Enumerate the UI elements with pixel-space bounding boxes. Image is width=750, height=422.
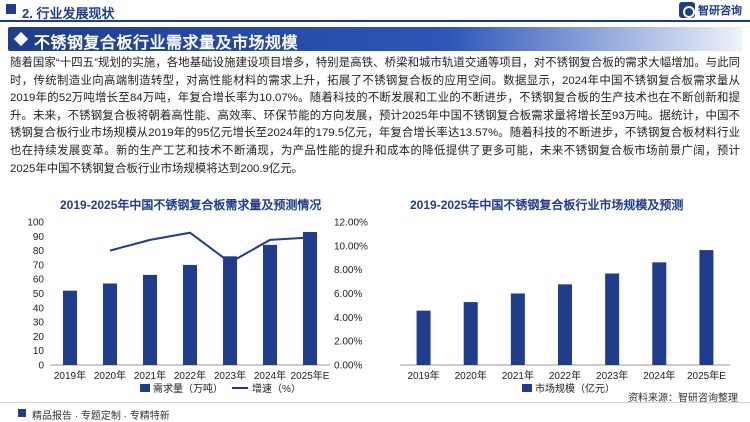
- market-size-bar: [463, 302, 478, 365]
- y-tick-label-left: 10: [33, 346, 45, 357]
- market-size-bar: [416, 310, 431, 365]
- x-tick-label: 2023年: [214, 369, 246, 382]
- legend-label-growth: 增速（%）: [252, 382, 301, 395]
- demand-bar: [103, 283, 117, 365]
- demand-bar: [263, 244, 277, 365]
- y-tick-label-left: 70: [33, 260, 45, 271]
- market-size-chart: 2019年 2020年 2021年 2022年 2023年 2024年 2025年E 市场规模…: [400, 250, 730, 395]
- x-tick-label: 2020年: [455, 369, 487, 382]
- legend-swatch-bar: [522, 384, 532, 392]
- x-tick-label: 2025年E: [291, 369, 330, 382]
- y-tick-label-right: 0.00%: [334, 361, 362, 372]
- legend-swatch-bar: [140, 384, 150, 392]
- demand-bar: [303, 232, 317, 365]
- y-tick-label-right: 8.00%: [334, 265, 362, 276]
- market-size-bar: [652, 262, 667, 365]
- y-tick-label-right: 6.00%: [334, 289, 362, 300]
- brand-logo: 智研咨询: [679, 2, 742, 18]
- growth-rate-line: [109, 231, 311, 264]
- x-tick-label: 2024年: [254, 369, 286, 382]
- legend-label-market-size: 市场规模（亿元）: [535, 382, 615, 395]
- y-tick-label-right: 12.00%: [334, 218, 368, 229]
- footer-marker-icon: [18, 409, 26, 417]
- title-bar: 不锈钢复合板行业需求量及市场规模: [8, 27, 742, 52]
- y-tick-label-right: 2.00%: [334, 337, 362, 348]
- y-tick-label-right: 4.00%: [334, 313, 362, 324]
- demand-bar: [183, 264, 197, 365]
- top-header: 2. 行业发展现状 智研咨询: [0, 0, 750, 22]
- x-tick-label: 2025年E: [687, 369, 726, 382]
- market-size-bar: [605, 273, 620, 365]
- x-tick-label: 2021年: [134, 369, 166, 382]
- market-size-bar: [510, 293, 525, 365]
- demand-bar: [143, 274, 157, 365]
- demand-bar: [223, 256, 237, 365]
- brand-logo-icon: [679, 2, 695, 18]
- brand-logo-text: 智研咨询: [698, 5, 742, 17]
- market-size-bar: [558, 284, 572, 365]
- market-size-bar: [699, 250, 714, 365]
- y-tick-label-left: 80: [33, 246, 45, 257]
- y-tick-label-left: 30: [33, 318, 45, 329]
- footer: 精品报告 · 专题定制 · 专精特新 资料来源：智研咨询整理: [0, 393, 750, 422]
- y-tick-label-left: 40: [33, 303, 45, 314]
- footer-tagline: 精品报告 · 专题定制 · 专精特新: [32, 411, 170, 422]
- y-tick-label-left: 60: [33, 275, 45, 286]
- x-tick-label: 2019年: [54, 369, 86, 382]
- demand-bar: [63, 290, 77, 365]
- legend-label-demand: 需求量（万吨）: [153, 382, 223, 395]
- y-tick-label-left: 50: [33, 289, 45, 300]
- y-tick-label-left: 0: [38, 361, 44, 372]
- section-marker-icon: [6, 4, 16, 14]
- x-tick-label: 2019年: [407, 369, 439, 382]
- x-tick-label: 2024年: [643, 369, 675, 382]
- data-source: 资料来源：智研咨询整理: [628, 393, 738, 404]
- x-tick-label: 2022年: [549, 369, 581, 382]
- diamond-icon: [13, 31, 29, 47]
- demand-chart: 0 10 20 30 40 50 60 70 80 90 100 0.00% 2.00% 4.00% 6.0…: [27, 218, 368, 396]
- x-tick-label: 2020年: [94, 369, 126, 382]
- page-title: 不锈钢复合板行业需求量及市场规模: [34, 35, 299, 52]
- section-label: 2. 行业发展现状: [22, 6, 115, 21]
- y-tick-label-right: 10.00%: [334, 241, 368, 252]
- y-tick-label-left: 90: [33, 232, 45, 243]
- chart2-title: 2019-2025年中国不锈钢复合板行业市场规模及预测: [410, 198, 684, 212]
- chart1-title: 2019-2025年中国不锈钢复合板需求量及预测情况: [60, 198, 322, 212]
- y-tick-label-left: 20: [33, 332, 45, 343]
- x-tick-label: 2021年: [502, 369, 534, 382]
- y-tick-label-left: 100: [27, 218, 44, 229]
- body-paragraph: 随着国家“十四五”规划的实施，各地基础设施建设项目增多，特别是高铁、桥梁和城市轨…: [10, 57, 740, 175]
- x-tick-label: 2022年: [174, 369, 206, 382]
- x-tick-label: 2023年: [596, 369, 628, 382]
